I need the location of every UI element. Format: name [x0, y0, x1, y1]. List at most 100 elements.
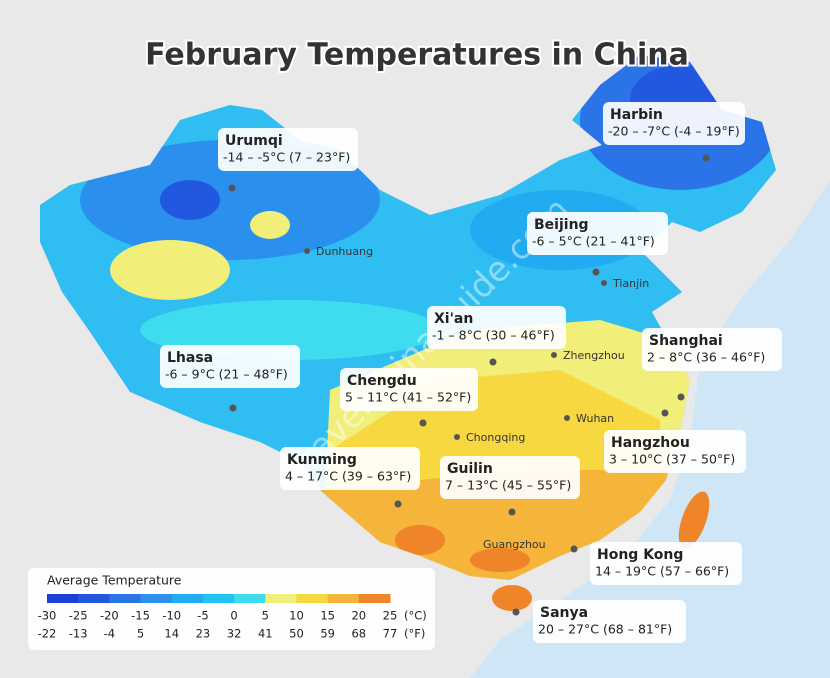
- city-name: Beijing: [534, 217, 589, 233]
- city-dot: [508, 508, 516, 516]
- city-name: Urumqi: [225, 133, 283, 149]
- legend-swatch: [234, 594, 266, 603]
- legend-swatch: [47, 594, 79, 603]
- legend-swatch: [140, 594, 173, 603]
- celsius-label: 25: [383, 609, 398, 623]
- city-dot: [570, 545, 578, 553]
- place-name: Wuhan: [576, 412, 614, 425]
- city-name: Hong Kong: [597, 547, 683, 563]
- taiwan: [678, 491, 710, 549]
- legend-box: [28, 568, 435, 650]
- city-dot: [489, 358, 497, 366]
- city-dot: [419, 419, 427, 427]
- fahrenheit-label: 14: [164, 627, 179, 641]
- legend-swatch: [327, 594, 360, 603]
- celsius-label: -15: [131, 609, 150, 623]
- callout-box: [590, 542, 742, 585]
- celsius-label: -10: [162, 609, 181, 623]
- legend-swatch: [358, 594, 391, 603]
- place-name: Dunhuang: [316, 245, 373, 258]
- legend-swatch: [78, 594, 110, 603]
- fahrenheit-label: 77: [383, 627, 398, 641]
- callout-box: [603, 102, 745, 145]
- celsius-label: -20: [100, 609, 119, 623]
- callout-box: [642, 328, 782, 371]
- city-temp: 14 – 19°C (57 – 66°F): [595, 564, 729, 579]
- city-temp: -20 – -7°C (-4 – 19°F): [608, 124, 740, 139]
- city-dot: [592, 268, 600, 276]
- city-temp: -6 – 9°C (21 – 48°F): [165, 367, 288, 382]
- celsius-label: -5: [197, 609, 208, 623]
- legend-title: Average Temperature: [47, 573, 182, 588]
- city-name: Guilin: [447, 461, 493, 477]
- city-temp: 5 – 11°C (41 – 52°F): [345, 390, 471, 405]
- place-dot: [601, 280, 607, 286]
- city-temp: -1 – 8°C (30 – 46°F): [432, 328, 555, 343]
- legend-swatch: [296, 594, 329, 603]
- city-name: Harbin: [610, 107, 663, 123]
- celsius-label: 0: [230, 609, 237, 623]
- city-name: Xi'an: [434, 311, 473, 327]
- legend-swatch: [109, 594, 142, 603]
- city-temp: -6 – 5°C (21 – 41°F): [532, 234, 655, 249]
- city-temp: 20 – 27°C (68 – 81°F): [538, 622, 672, 637]
- city-name: Sanya: [540, 605, 588, 621]
- celsius-label: 10: [289, 609, 304, 623]
- callout-box: [340, 368, 478, 411]
- fahrenheit-label: 50: [289, 627, 304, 641]
- city-temp: 7 – 13°C (45 – 55°F): [445, 478, 571, 493]
- place-dot: [454, 434, 460, 440]
- celsius-label: 5: [262, 609, 269, 623]
- place-dot: [551, 352, 557, 358]
- fahrenheit-label: 5: [137, 627, 144, 641]
- callout-box: [218, 128, 358, 171]
- fahrenheit-label: -13: [69, 627, 88, 641]
- place-name: Chongqing: [466, 431, 525, 444]
- celsius-label: -25: [69, 609, 88, 623]
- city-dot: [661, 409, 669, 417]
- fahrenheit-label: 41: [258, 627, 273, 641]
- callout-box: [533, 600, 686, 643]
- map-title: February Temperatures in China: [145, 38, 689, 73]
- city-temp: 4 – 17°C (39 – 63°F): [285, 469, 411, 484]
- callout-box: [604, 430, 746, 473]
- place-dot: [304, 248, 310, 254]
- labels: Urumqi-14 – -5°C (7 – 23°F) Harbin-20 – -…: [28, 102, 782, 650]
- city-dot: [512, 608, 520, 616]
- hainan: [492, 585, 532, 611]
- fahrenheit-label: -22: [38, 627, 57, 641]
- callout-box: [280, 447, 420, 490]
- city-temp: -14 – -5°C (7 – 23°F): [223, 150, 350, 165]
- city-temp: 3 – 10°C (37 – 50°F): [609, 452, 735, 467]
- fahrenheit-label: 68: [351, 627, 366, 641]
- place-dot: [564, 415, 570, 421]
- city-dot: [228, 184, 236, 192]
- city-name: Shanghai: [649, 333, 723, 349]
- fahrenheit-label: 23: [196, 627, 211, 641]
- city-dot: [229, 404, 237, 412]
- callout-box: [527, 212, 668, 255]
- celsius-label: -30: [38, 609, 57, 623]
- city-name: Lhasa: [167, 350, 213, 366]
- legend-swatch: [202, 594, 235, 603]
- city-dot: [394, 500, 402, 508]
- celsius-label: 15: [320, 609, 335, 623]
- celsius-label: 20: [351, 609, 366, 623]
- fahrenheit-unit: (°F): [404, 627, 425, 641]
- city-dot: [677, 393, 685, 401]
- fahrenheit-label: 59: [320, 627, 335, 641]
- place-name: Tianjin: [612, 277, 649, 290]
- celsius-unit: (°C): [404, 609, 427, 623]
- city-name: Kunming: [287, 452, 357, 468]
- city-name: Chengdu: [347, 373, 417, 389]
- fahrenheit-label: 32: [227, 627, 242, 641]
- legend-swatch: [171, 594, 204, 603]
- city-temp: 2 – 8°C (36 – 46°F): [647, 350, 765, 365]
- callout-box: [440, 456, 580, 499]
- place-name: Guangzhou: [483, 538, 546, 551]
- place-name: Zhengzhou: [563, 349, 625, 362]
- city-name: Hangzhou: [611, 435, 690, 451]
- callout-box: [427, 306, 566, 349]
- fahrenheit-label: -4: [104, 627, 115, 641]
- legend-swatch: [265, 594, 297, 603]
